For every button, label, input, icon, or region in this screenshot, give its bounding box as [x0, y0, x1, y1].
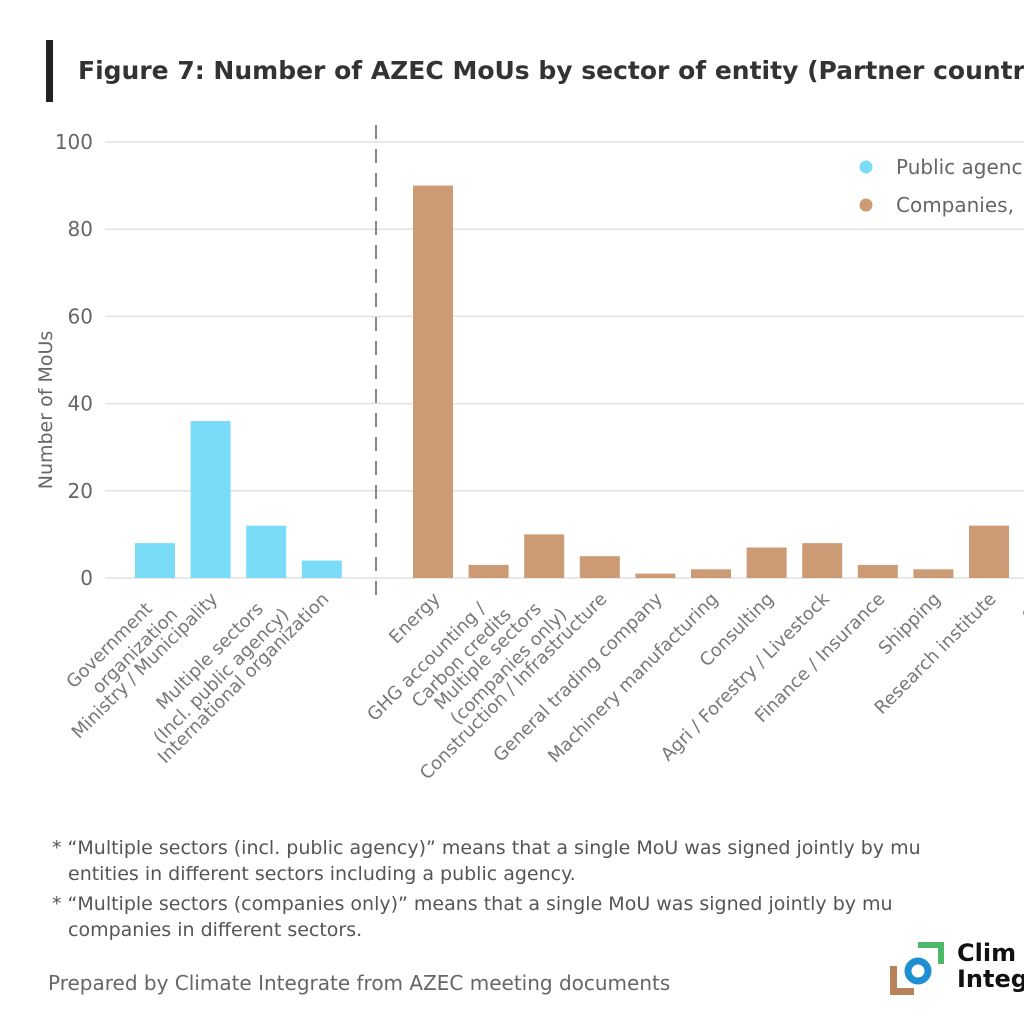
bar: [913, 569, 954, 578]
y-tick-label: 60: [68, 304, 93, 328]
bar: [246, 525, 287, 578]
footnote-2: * “Multiple sectors (companies only)” me…: [52, 893, 893, 915]
y-tick-label: 20: [68, 479, 93, 503]
bar: [135, 543, 175, 578]
y-tick-label: 0: [80, 566, 93, 590]
source-note: Prepared by Climate Integrate from AZEC …: [48, 971, 671, 995]
bar: [635, 573, 676, 578]
legend-label: Companies,: [896, 193, 1014, 217]
chart-title: Figure 7: Number of AZEC MoUs by sector …: [78, 56, 1024, 85]
footnote-1-cont: entities in different sectors including …: [68, 863, 576, 885]
legend-marker: [859, 160, 873, 174]
y-tick-label: 80: [68, 217, 93, 241]
bar: [190, 421, 231, 578]
bar: [802, 543, 843, 578]
footnote-1: * “Multiple sectors (incl. public agency…: [52, 837, 921, 859]
legend-label: Public agenc: [896, 155, 1022, 179]
bar: [691, 569, 731, 578]
bar: [413, 185, 453, 578]
bar: [524, 534, 565, 578]
legend-marker: [859, 198, 873, 212]
bar: [579, 556, 620, 578]
bar: [301, 560, 342, 578]
bar: [857, 564, 898, 578]
logo-text: Clim Integ: [957, 939, 1024, 993]
y-tick-label: 100: [55, 130, 93, 154]
title-accent-bar: [46, 40, 53, 102]
y-axis-label: Number of MoUs: [35, 331, 57, 490]
footnote-2-cont: companies in different sectors.: [68, 919, 363, 941]
climate-integrate-logo: [890, 942, 944, 995]
bar: [468, 564, 509, 578]
y-tick-label: 40: [68, 392, 93, 416]
bar: [969, 525, 1009, 578]
x-tick-label: Oth: [1018, 589, 1024, 627]
bar: [746, 547, 787, 578]
